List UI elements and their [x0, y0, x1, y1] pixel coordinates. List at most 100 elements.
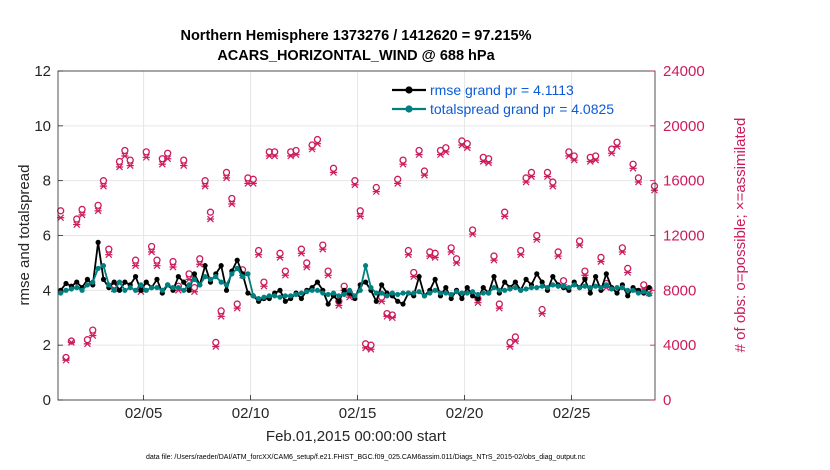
obs-assimilated-point [297, 249, 306, 257]
obs-possible-point [463, 140, 471, 148]
obs-assimilated-point [554, 252, 562, 260]
obs-possible-point [265, 148, 273, 156]
rmse-point [373, 298, 379, 304]
totalspread-point [181, 287, 187, 293]
obs-assimilated-point [442, 148, 450, 156]
totalspread-point [95, 265, 101, 271]
rmse-point [191, 271, 198, 277]
obs-possible-point [372, 183, 380, 192]
obs-assimilated-point [527, 173, 536, 180]
obs-assimilated-point [158, 160, 166, 168]
obs-possible-point [99, 177, 108, 185]
obs-possible-point [308, 141, 316, 149]
obs-assimilated-point [271, 152, 279, 160]
totalspread-point [298, 290, 305, 296]
rmse-point [122, 279, 128, 285]
rmse-point [480, 284, 486, 291]
rmse-point [143, 279, 149, 285]
obs-possible-point [415, 146, 423, 155]
obs-assimilated-point [367, 345, 375, 353]
obs-possible-point [624, 264, 632, 273]
totalspread-point [127, 284, 133, 291]
obs-assimilated-point [335, 301, 343, 309]
x-tick-label: 02/25 [553, 405, 591, 422]
obs-possible-point [324, 267, 332, 275]
totalspread-point [603, 282, 609, 288]
rmse-point [587, 290, 593, 296]
obs-assimilated-point [287, 152, 295, 160]
totalspread-point [58, 290, 64, 296]
totalspread-point [443, 290, 449, 296]
totalspread-point [314, 287, 321, 293]
obs-assimilated-point [121, 152, 129, 160]
rmse-point [298, 295, 305, 302]
obs-assimilated-point [629, 164, 637, 172]
rmse-point [534, 271, 540, 277]
rmse-point [245, 290, 251, 296]
totalspread-point [197, 282, 203, 288]
totalspread-point [480, 290, 486, 296]
totalspread-point [496, 287, 502, 293]
totalspread-point [154, 284, 160, 291]
obs-assimilated-point [586, 158, 594, 165]
rmse-point [491, 274, 497, 280]
obs-possible-point [533, 231, 541, 240]
rmse-point [362, 279, 369, 285]
obs-assimilated-point [260, 282, 268, 290]
rmse-point [614, 290, 620, 296]
obs-assimilated-point [474, 299, 482, 307]
rmse-point [443, 284, 449, 291]
obs-possible-point [495, 300, 503, 308]
right-tick-label: 16000 [663, 173, 705, 190]
rmse-point [523, 276, 529, 282]
obs-possible-point [249, 175, 257, 183]
obs-assimilated-point [581, 271, 589, 279]
obs-possible-point [613, 138, 621, 146]
obs-assimilated-point [255, 251, 263, 259]
totalspread-point [341, 291, 347, 298]
obs-possible-point [297, 245, 306, 253]
obs-assimilated-point [164, 155, 172, 163]
obs-possible-point [511, 333, 520, 341]
totalspread-point [106, 282, 112, 288]
obs-possible-point [447, 244, 455, 252]
obs-assimilated-point [378, 297, 386, 305]
obs-possible-point [575, 237, 584, 245]
obs-assimilated-point [420, 171, 429, 179]
rmse-point [138, 287, 144, 293]
obs-assimilated-point [142, 153, 150, 161]
obs-assimilated-point [410, 273, 418, 281]
obs-possible-point [527, 168, 536, 177]
y-axis-label-left: rmse and totalspread [16, 165, 33, 306]
x-tick-label: 02/05 [125, 405, 163, 422]
obs-assimilated-point [543, 173, 552, 180]
totalspread-point [223, 282, 230, 288]
totalspread-point [534, 284, 540, 291]
rmse-point [416, 274, 422, 280]
obs-assimilated-point [452, 259, 461, 267]
right-tick-label: 0 [663, 392, 671, 409]
obs-assimilated-point [78, 211, 86, 219]
obs-assimilated-point [276, 254, 284, 261]
obs-assimilated-point [479, 158, 487, 165]
obs-possible-point [153, 256, 161, 264]
totalspread-point [352, 293, 358, 299]
chart-title-line2: ACARS_HORIZONTAL_WIND @ 688 hPa [217, 48, 495, 64]
rmse-point [154, 276, 160, 282]
obs-possible-point [517, 246, 525, 255]
obs-assimilated-point [313, 140, 322, 148]
rmse-point [459, 295, 465, 302]
obs-possible-point [543, 168, 552, 177]
rmse-point [646, 284, 652, 291]
totalspread-point [218, 279, 224, 285]
totalspread-point [122, 287, 128, 293]
totalspread-point [427, 290, 433, 296]
totalspread-point [288, 293, 294, 299]
rmse-point [84, 276, 91, 282]
obs-assimilated-point [570, 156, 578, 164]
totalspread-point [539, 283, 545, 289]
obs-assimilated-point [351, 181, 359, 189]
legend-rmse-label: rmse grand pr = 4.1113 [430, 82, 574, 98]
right-tick-label: 24000 [663, 63, 705, 80]
totalspread-point [609, 286, 615, 292]
